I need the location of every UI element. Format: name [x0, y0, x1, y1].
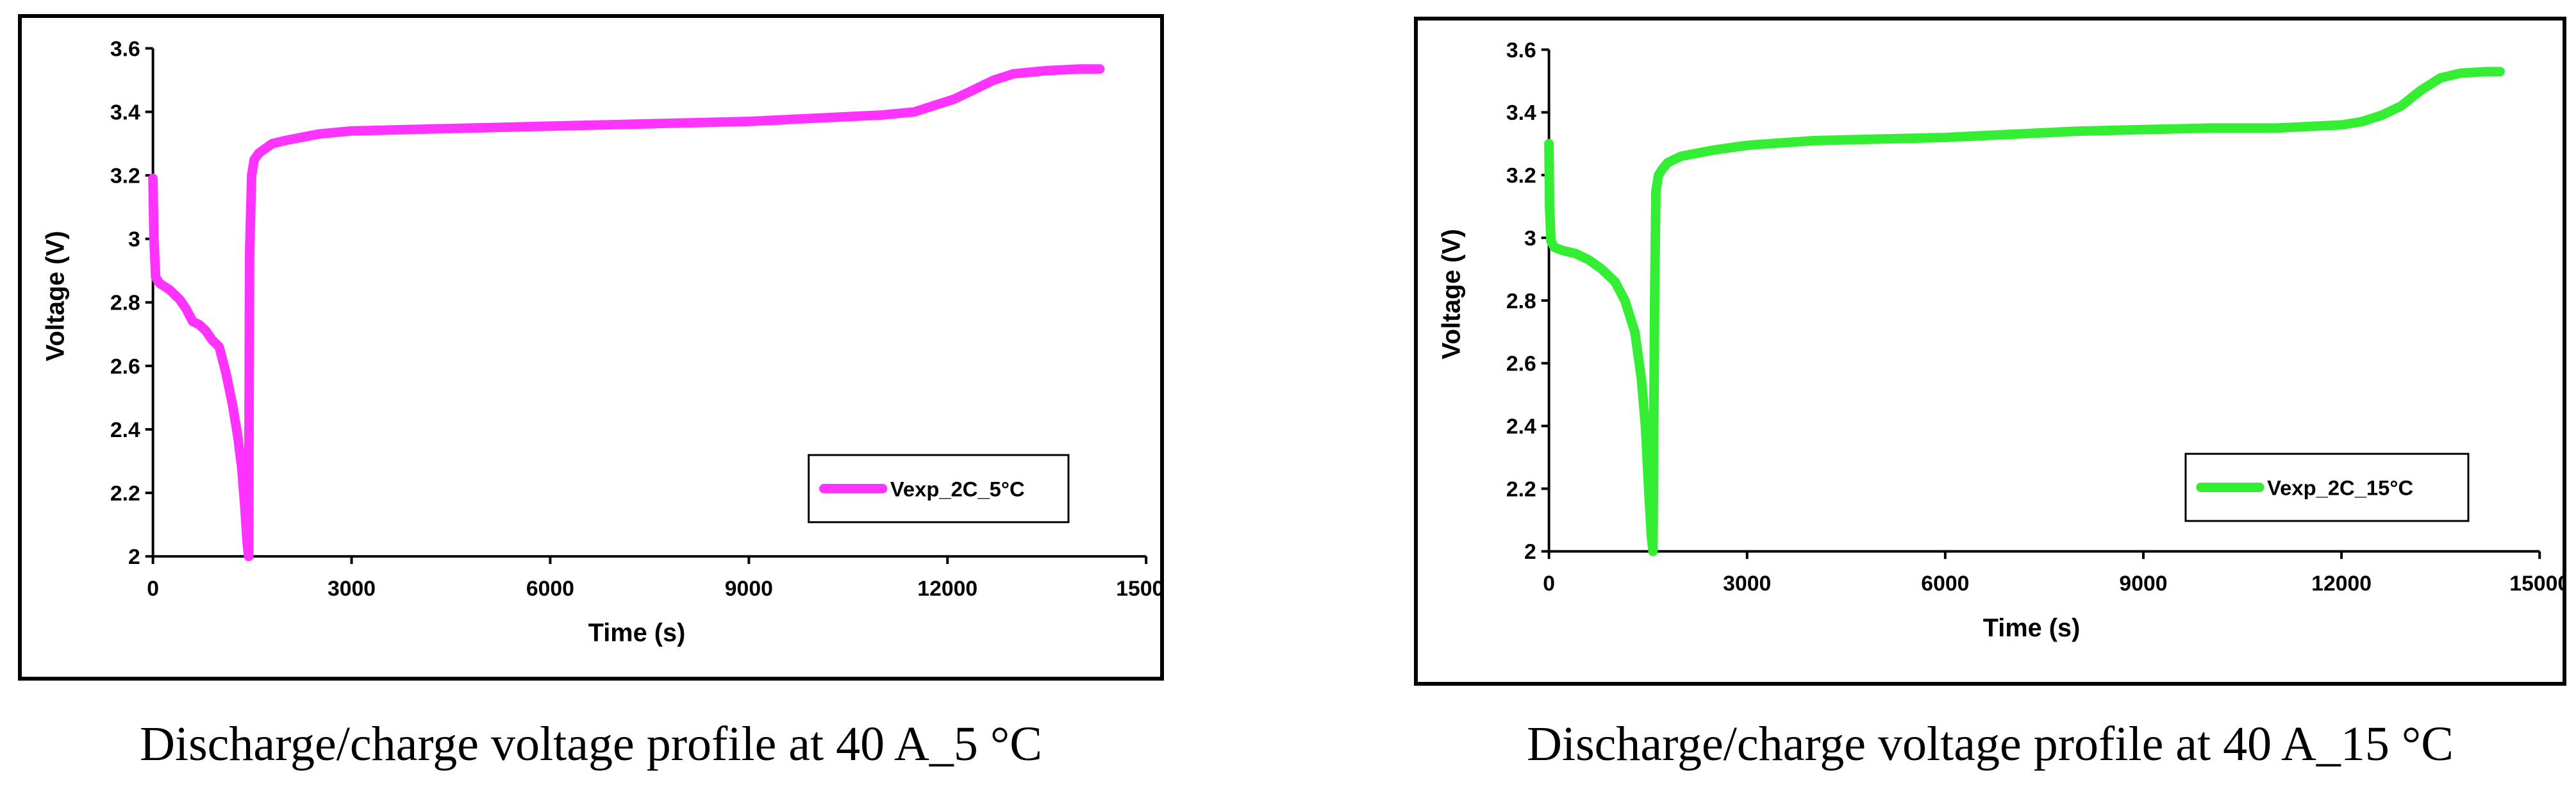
- series-line: [1544, 67, 2505, 556]
- caption-5c: Discharge/charge voltage profile at 40 A…: [140, 717, 1042, 771]
- x-axis-label: Time (s): [1983, 614, 2081, 642]
- x-axis-label: Time (s): [588, 619, 686, 647]
- x-tick-label: 0: [1543, 572, 1555, 596]
- y-tick-label: 3: [1524, 227, 1536, 251]
- y-tick-label: 2.4: [1506, 415, 1536, 439]
- x-tick-label: 6000: [1921, 572, 1969, 596]
- y-tick-label: 2.6: [110, 355, 140, 379]
- x-tick-label: 15000: [2509, 572, 2563, 596]
- y-tick-label: 2: [1524, 540, 1536, 564]
- y-axis-label: Voltage (V): [1437, 229, 1465, 360]
- x-tick-label: 9000: [2119, 572, 2167, 596]
- y-tick-label: 2: [128, 545, 140, 569]
- legend-label: Vexp_2C_15°C: [2267, 476, 2413, 499]
- legend-label: Vexp_2C_5°C: [890, 477, 1025, 501]
- x-tick-label: 6000: [526, 577, 574, 601]
- x-tick-label: 3000: [328, 577, 376, 601]
- legend-box: [808, 454, 1070, 524]
- y-tick-label: 3.4: [1506, 101, 1536, 125]
- y-tick-label: 3: [128, 228, 140, 252]
- y-tick-label: 3.2: [1506, 164, 1536, 188]
- x-tick-label: 0: [147, 577, 159, 601]
- x-tick-label: 15000: [1116, 577, 1160, 601]
- y-tick-label: 2.8: [1506, 290, 1536, 313]
- series-line: [148, 64, 1105, 561]
- y-tick-label: 3.6: [110, 37, 140, 61]
- y-axis-label: Voltage (V): [41, 231, 69, 361]
- y-tick-label: 2.8: [110, 292, 140, 315]
- y-tick-label: 3.6: [1506, 38, 1536, 62]
- chart-panel-5c: 2 2.2 2.4 2.6 2.8 3 3.2 3.4 3.6 0 3000 6000 9000 1200…: [18, 14, 1164, 681]
- x-tick-label: 12000: [2311, 572, 2372, 596]
- chart-5c-svg: 2 2.2 2.4 2.6 2.8 3 3.2 3.4 3.6 0 3000 6000 9000 1200…: [41, 37, 1160, 647]
- chart-15c-svg: 2 2.2 2.4 2.6 2.8 3 3.2 3.4 3.6 0 3000 6000 9000 1200…: [1437, 38, 2563, 642]
- x-tick-label: 12000: [917, 577, 977, 601]
- x-tick-label: 9000: [725, 577, 773, 601]
- chart-panel-15c: 2 2.2 2.4 2.6 2.8 3 3.2 3.4 3.6 0 3000 6000 9000 1200…: [1414, 17, 2566, 686]
- y-tick-label: 2.2: [1506, 477, 1536, 501]
- y-tick-label: 3.4: [110, 101, 140, 124]
- y-tick-label: 2.4: [110, 418, 140, 442]
- caption-15c: Discharge/charge voltage profile at 40 A…: [1527, 717, 2454, 771]
- y-tick-label: 2.2: [110, 482, 140, 506]
- y-tick-label: 2.6: [1506, 352, 1536, 376]
- x-tick-label: 3000: [1723, 572, 1771, 596]
- y-tick-label: 3.2: [110, 165, 140, 188]
